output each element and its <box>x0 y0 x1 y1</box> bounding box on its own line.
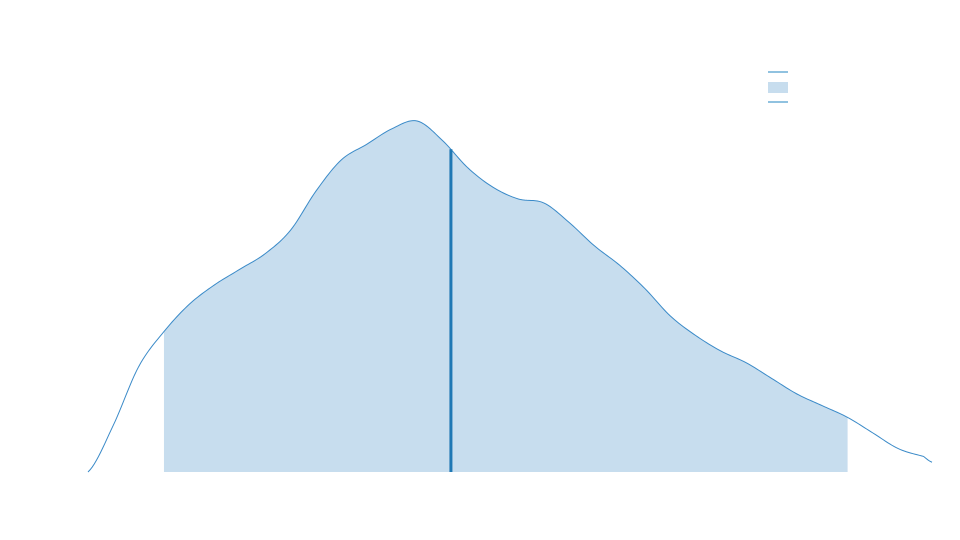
legend-patch <box>768 82 788 93</box>
plot-area <box>87 120 933 473</box>
shaded-interval-area <box>163 120 848 472</box>
legend <box>768 71 788 103</box>
density-curve <box>87 120 933 473</box>
